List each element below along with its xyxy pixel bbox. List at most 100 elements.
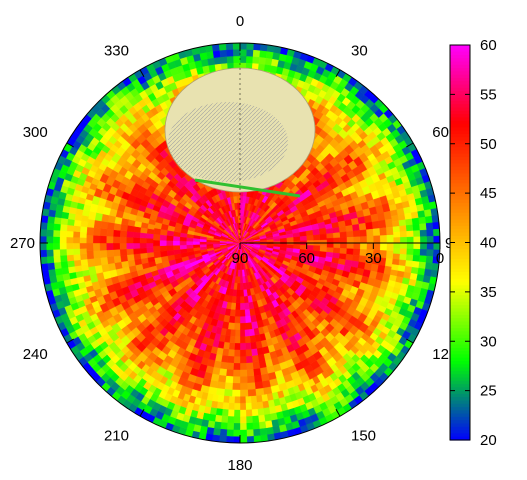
heatmap-cell (173, 244, 181, 251)
heatmap-cell (207, 57, 216, 66)
heatmap-cell (332, 247, 341, 254)
heatmap-cell (433, 235, 440, 244)
heatmap-cell (433, 242, 440, 251)
azimuth-tick-label: 300 (23, 124, 48, 141)
heatmap-cell (234, 329, 241, 337)
heatmap-cell (107, 256, 116, 265)
heatmap-cell (139, 232, 148, 239)
heatmap-cell (212, 427, 221, 436)
heatmap-cell (255, 394, 263, 403)
heatmap-cell (312, 234, 321, 241)
heatmap-cell (257, 414, 266, 423)
heatmap-cell (357, 216, 366, 225)
heatmap-cell (79, 231, 88, 238)
heatmap-cell (339, 231, 347, 238)
heatmap-cell (245, 322, 253, 330)
heatmap-cell (239, 49, 247, 57)
heatmap-cell (239, 322, 247, 330)
azimuth-tick-label: 60 (432, 124, 449, 141)
heatmap-cell (426, 242, 434, 250)
heatmap-cell (366, 242, 374, 251)
heatmap-cell (239, 329, 246, 337)
heatmap-cell (399, 242, 407, 250)
heatmap-cell (120, 254, 129, 263)
heatmap-cell (386, 234, 394, 244)
azimuth-tick-label: 150 (351, 427, 376, 444)
heatmap-cell (391, 220, 400, 228)
heatmap-cell (406, 242, 414, 250)
heatmap-cell (352, 236, 361, 244)
heatmap-cell (245, 342, 252, 350)
heatmap-cell (359, 236, 367, 244)
heatmap-cell (385, 226, 394, 236)
heatmap-cell (40, 256, 48, 265)
heatmap-cell (140, 252, 149, 259)
heatmap-cell (79, 237, 87, 244)
heatmap-cell (46, 242, 54, 250)
heatmap-cell (384, 218, 393, 228)
heatmap-cell (218, 435, 227, 443)
heatmap-cell (100, 256, 109, 266)
heatmap-cell (259, 50, 268, 59)
heatmap-cell (206, 51, 215, 60)
colorbar-tick-label: 30 (480, 333, 497, 350)
heatmap-cell (406, 230, 414, 238)
heatmap-cell (246, 368, 255, 377)
heatmap-cell (232, 369, 241, 377)
heatmap-cell (166, 245, 174, 251)
heatmap-cell (159, 240, 167, 246)
heatmap-cell (256, 401, 264, 409)
heatmap-cell (226, 429, 234, 437)
heatmap-cell (244, 308, 251, 317)
heatmap-cell (419, 236, 427, 244)
heatmap-cell (218, 43, 227, 51)
heatmap-cell (54, 267, 63, 276)
heatmap-cell (146, 247, 155, 253)
heatmap-cell (226, 362, 234, 370)
heatmap-cell (173, 240, 181, 246)
heatmap-cell (365, 228, 374, 237)
heatmap-cell (262, 400, 270, 409)
heatmap-cell (233, 409, 241, 417)
heatmap-cell (251, 408, 259, 417)
heatmap-cell (59, 236, 67, 244)
heatmap-cell (47, 215, 56, 224)
heatmap-cell (245, 348, 253, 357)
heatmap-cell (179, 240, 187, 246)
heatmap-cell (139, 247, 148, 254)
heatmap-cell (106, 235, 114, 244)
heatmap-cell (224, 382, 233, 390)
heatmap-cell (87, 258, 96, 268)
heatmap-cell (215, 407, 223, 416)
heatmap-cell (217, 374, 227, 383)
azimuth-tick-label: 270 (10, 235, 35, 252)
heatmap-cell (119, 248, 128, 256)
heatmap-cell (325, 228, 334, 235)
heatmap-cell (146, 237, 154, 244)
heatmap-cell (404, 260, 413, 268)
heatmap-cell (73, 242, 81, 250)
heatmap-cell (432, 228, 440, 237)
heatmap-cell (419, 249, 427, 257)
heatmap-cell (226, 56, 234, 64)
heatmap-cell (426, 229, 434, 237)
heatmap-cell (93, 257, 102, 267)
heatmap-cell (66, 242, 74, 250)
heatmap-cell (239, 349, 247, 357)
heatmap-cell (359, 242, 367, 250)
heatmap-cell (239, 295, 245, 304)
heatmap-cell (239, 289, 244, 297)
heatmap-cell (239, 282, 244, 290)
heatmap-cell (60, 223, 68, 232)
heatmap-cell (80, 226, 88, 233)
heatmap-cell (263, 413, 272, 422)
colorbar-tick-label: 40 (480, 235, 497, 252)
heatmap-cell (53, 223, 62, 231)
heatmap-cell (403, 212, 412, 221)
heatmap-cell (233, 422, 241, 430)
heatmap-cell (239, 375, 248, 384)
heatmap-cell (233, 322, 241, 330)
heatmap-cell (119, 230, 128, 238)
heatmap-cell (119, 236, 128, 244)
heatmap-cell (219, 361, 228, 370)
